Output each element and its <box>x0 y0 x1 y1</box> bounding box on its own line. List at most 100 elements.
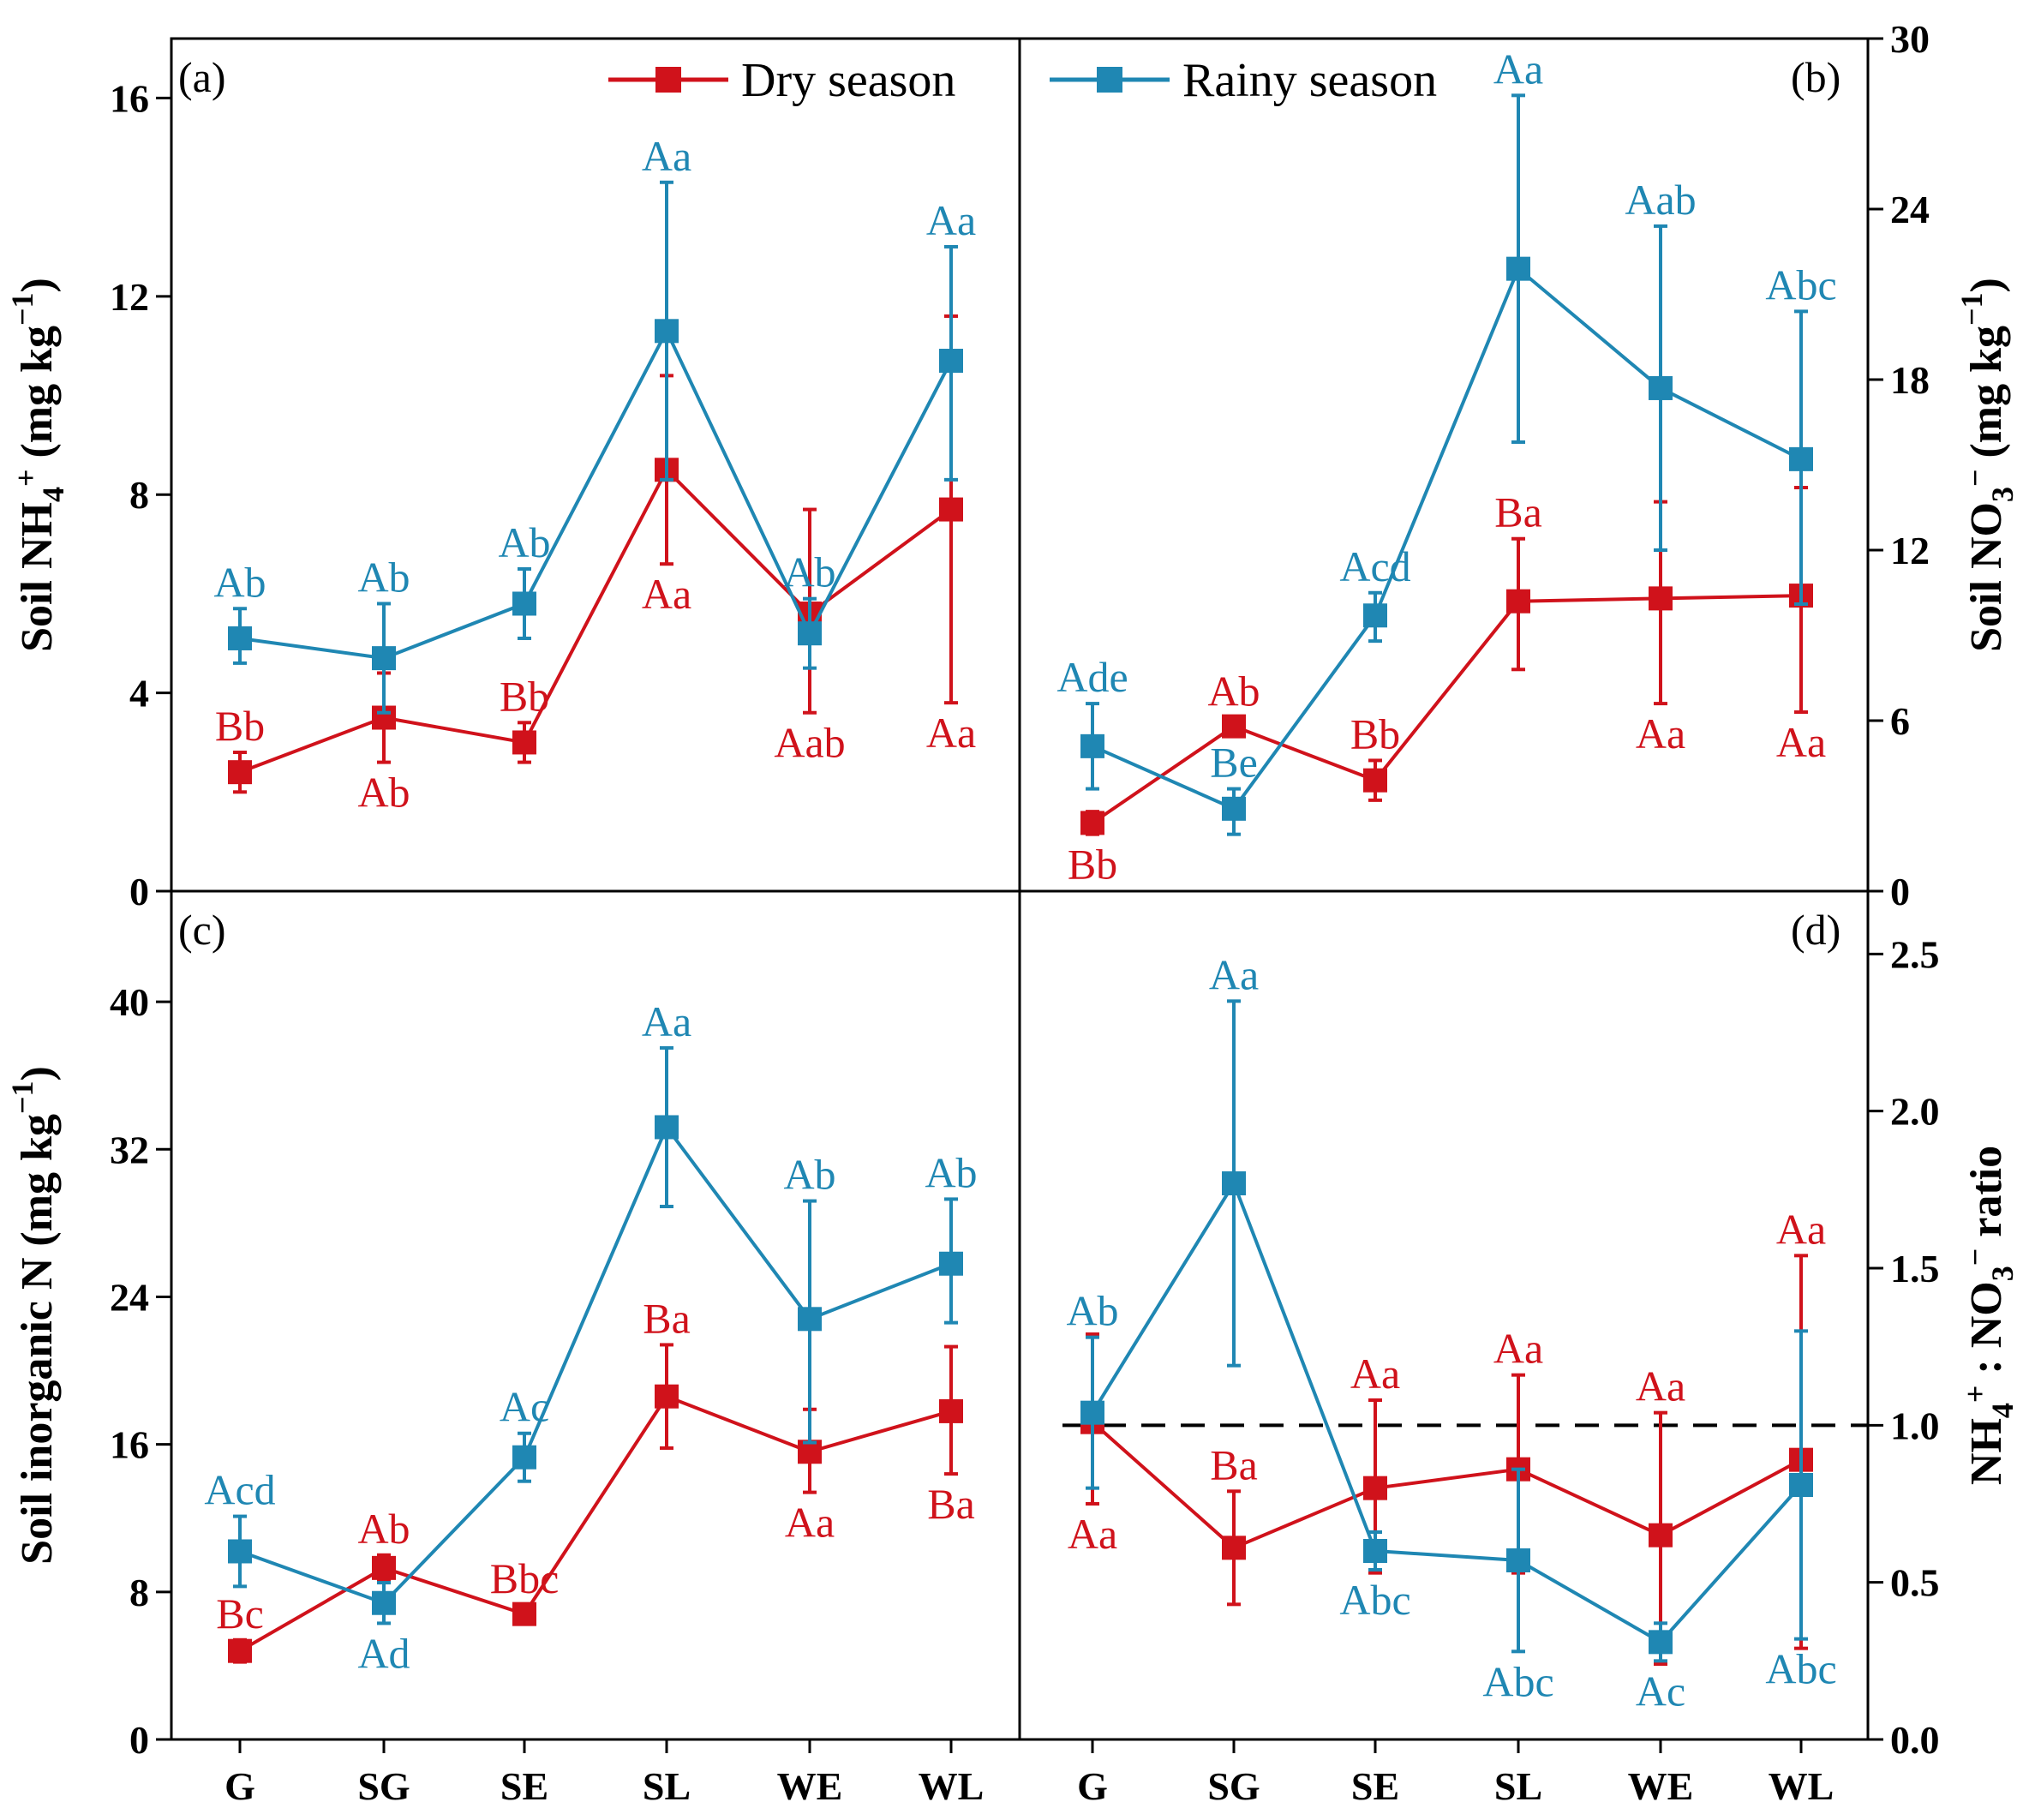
y-tick-label: 0.0 <box>1890 1718 1940 1762</box>
y-tick-label: 8 <box>129 1571 149 1614</box>
y-tick-label: 8 <box>129 473 149 517</box>
series-line-rainy <box>239 326 953 661</box>
significance-label: Ba <box>643 1294 691 1342</box>
panel-label: (d) <box>1791 906 1840 954</box>
legend-dry-label: Dry season <box>741 54 955 107</box>
y-tick-label: 16 <box>110 1423 149 1467</box>
panel-a: 0 4 8 12 16 (a) Soil NH4+ (mg kg−1) Bb Ab Bb Aa Aab… <box>5 53 976 913</box>
panel-c: 0 8 16 24 32 40 G SG SE SL WE WL (c) Soil inorganic N… <box>5 906 984 1808</box>
significance-label: Aa <box>926 709 976 757</box>
significance-label: Ac <box>500 1383 549 1431</box>
significance-label: Bb <box>215 702 265 750</box>
y-axis-label: NH4+ : NO3− ratio <box>1958 1146 2020 1485</box>
data-point <box>512 1601 536 1626</box>
data-point <box>1506 256 1530 281</box>
data-point <box>655 1115 679 1140</box>
series-rainy: Acd Ad Ac Aa Ab Ab <box>204 997 977 1677</box>
y-axis-label: Soil NH4+ (mg kg−1) <box>5 278 70 652</box>
data-point <box>1080 1400 1104 1425</box>
significance-label: Aa <box>1209 950 1259 998</box>
significance-label: Bc <box>216 1590 264 1637</box>
data-point <box>372 1590 396 1615</box>
data-point <box>655 319 679 344</box>
x-tick-label: WL <box>919 1764 985 1808</box>
series-line-rainy <box>239 1123 952 1606</box>
significance-label: Ba <box>1210 1440 1258 1488</box>
data-point <box>798 1307 822 1332</box>
y-tick-label: 32 <box>110 1128 149 1171</box>
data-point <box>1363 768 1387 793</box>
significance-label: Aa <box>1776 718 1826 766</box>
data-point <box>1363 1476 1387 1500</box>
significance-label: Abc <box>1765 260 1836 308</box>
data-point <box>1789 1473 1813 1497</box>
significance-label: Aa <box>1636 1362 1685 1410</box>
significance-label: Ba <box>927 1480 975 1528</box>
y-tick-label: 0.5 <box>1890 1561 1940 1605</box>
series-rainy: Ade Be Acd Aa Aab Abc <box>1056 45 1837 836</box>
significance-label: Aa <box>1493 1325 1543 1373</box>
legend-rainy-label: Rainy season <box>1182 54 1437 107</box>
data-point <box>512 1445 536 1470</box>
series-rainy: Ab Ab Ab Aa Ab Aa <box>213 132 976 715</box>
data-point <box>228 1539 252 1564</box>
x-tick-label: SE <box>500 1764 548 1808</box>
significance-label: Aa <box>642 132 691 180</box>
data-point <box>228 760 252 785</box>
series-line-dry <box>1091 1421 1802 1550</box>
data-point <box>1789 446 1813 471</box>
y-tick-label: 40 <box>110 980 149 1024</box>
data-point <box>372 1555 396 1580</box>
y-tick-label: 2.0 <box>1890 1090 1940 1134</box>
data-point <box>228 1638 252 1663</box>
series-line-rainy <box>1092 266 1802 811</box>
data-point <box>1222 796 1246 821</box>
x-tick-label: WE <box>1628 1764 1694 1808</box>
legend: Dry season Rainy season <box>608 54 1437 107</box>
x-tick-label: SL <box>1494 1764 1542 1808</box>
significance-label: Ad <box>357 1629 410 1677</box>
significance-label: Ade <box>1056 653 1128 701</box>
series-dry: Aa Ba Aa Aa Aa Aa <box>1068 1205 1826 1666</box>
y-tick-label: 4 <box>129 672 149 715</box>
panel-b: 0 6 12 18 24 30 (b) Soil NO3− (mg kg−1) Bb Ab Bb Ba… <box>1056 17 2020 913</box>
significance-label: Acd <box>1339 542 1410 590</box>
y-axis-label: Soil NO3− (mg kg−1) <box>1954 278 2020 652</box>
significance-label: Acd <box>204 1466 275 1514</box>
x-tick-label: SE <box>1351 1764 1399 1808</box>
data-point <box>939 497 963 522</box>
y-tick-label: 2.5 <box>1890 932 1940 976</box>
x-tick-label: G <box>1077 1764 1108 1808</box>
significance-label: Aa <box>642 997 691 1045</box>
data-point <box>1649 1630 1673 1655</box>
significance-label: Bb <box>500 672 549 720</box>
y-tick-label: 24 <box>1890 188 1930 231</box>
y-axis-label: Soil inorganic N (mg kg−1) <box>5 1066 62 1565</box>
data-point <box>1363 1539 1387 1563</box>
data-point <box>939 1251 963 1276</box>
data-point <box>1080 733 1104 758</box>
data-point <box>512 591 536 616</box>
y-tick-label: 0 <box>129 870 149 913</box>
plots-layer: 0 4 8 12 16 (a) Soil NH4+ (mg kg−1) Bb Ab Bb Aa Aab… <box>5 17 2020 1808</box>
series-line-rainy <box>1091 1179 1803 1644</box>
significance-label: Aa <box>1636 709 1685 757</box>
significance-label: Aab <box>774 719 845 767</box>
significance-label: Ab <box>1207 668 1260 715</box>
y-tick-label: 16 <box>110 76 149 120</box>
y-tick-label: 0 <box>129 1718 149 1762</box>
data-point <box>939 349 963 374</box>
significance-label: Ab <box>783 1151 835 1199</box>
data-point <box>1506 1548 1530 1572</box>
significance-label: Ab <box>357 1505 410 1553</box>
data-point <box>939 1398 963 1423</box>
significance-label: Ab <box>357 769 410 817</box>
significance-label: Ac <box>1636 1667 1685 1715</box>
panel-label: (a) <box>178 53 226 101</box>
series-dry: Bb Ab Bb Aa Aab Aa <box>215 314 976 817</box>
significance-label: Abc <box>1765 1645 1836 1693</box>
y-tick-label: 0 <box>1890 870 1910 913</box>
significance-label: Ab <box>783 548 835 596</box>
significance-label: Aab <box>1625 176 1696 224</box>
data-point <box>1649 1523 1673 1548</box>
